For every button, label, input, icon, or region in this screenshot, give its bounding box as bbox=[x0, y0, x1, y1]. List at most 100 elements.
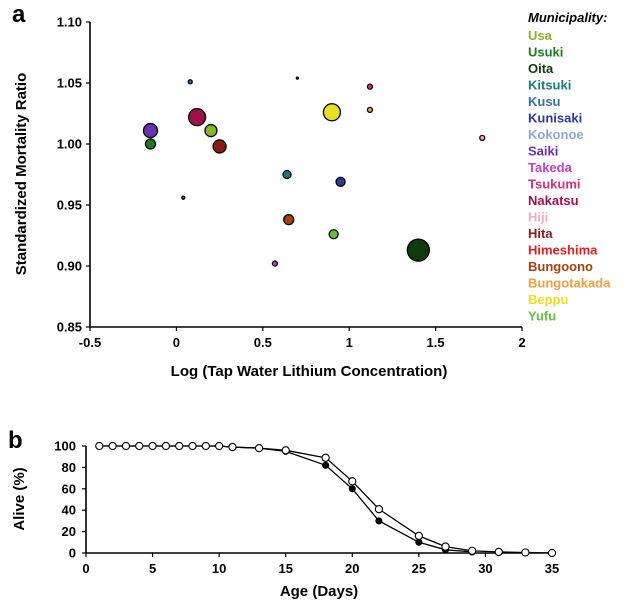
legend-entry: Kusu bbox=[528, 94, 561, 109]
y-tick-label: 0.90 bbox=[57, 259, 82, 274]
legend-entry: Himeshima bbox=[528, 243, 598, 258]
open-marker bbox=[414, 531, 424, 541]
scatter-point bbox=[204, 123, 218, 138]
panel-a-x-ticks: -0.5 0 0.5 1 1.5 2 bbox=[79, 327, 526, 350]
open-marker bbox=[201, 441, 210, 451]
open-marker bbox=[148, 441, 157, 451]
legend-entry: Beppu bbox=[528, 292, 569, 307]
legend-entry: Nakatsu bbox=[528, 193, 579, 208]
open-marker bbox=[121, 441, 131, 451]
scatter-point bbox=[212, 139, 227, 154]
open-marker bbox=[175, 441, 184, 451]
scatter-point bbox=[283, 213, 295, 226]
panel-b-x-axis-title: Age (Days) bbox=[280, 583, 358, 600]
legend-entry: Usuki bbox=[528, 45, 563, 60]
open-marker bbox=[547, 548, 557, 558]
open-marker bbox=[467, 546, 477, 556]
panel-b-y-ticks: 0 20 40 60 80 100 bbox=[54, 439, 86, 561]
x-tick-label: 1.5 bbox=[427, 335, 445, 350]
open-marker bbox=[254, 443, 264, 453]
open-marker bbox=[108, 441, 117, 451]
scatter-point bbox=[187, 79, 193, 85]
x-tick-label: 0.5 bbox=[254, 335, 272, 350]
filled-marker bbox=[348, 485, 356, 493]
legend-entry: Hiji bbox=[528, 210, 548, 225]
legend-entry: Oita bbox=[528, 61, 554, 76]
filled-marker bbox=[375, 517, 383, 525]
scatter-point bbox=[479, 134, 486, 142]
open-marker bbox=[135, 441, 144, 451]
x-tick-label: 30 bbox=[478, 561, 492, 576]
y-tick-label: 80 bbox=[62, 460, 76, 475]
open-marker bbox=[214, 441, 224, 451]
scatter-point bbox=[406, 238, 430, 262]
open-marker bbox=[161, 441, 171, 451]
scatter-point bbox=[366, 106, 374, 113]
open-marker bbox=[441, 542, 450, 551]
y-tick-label: 40 bbox=[62, 503, 76, 518]
scatter-point bbox=[295, 76, 300, 80]
scatter-point bbox=[271, 260, 279, 267]
legend-entry: Kunisaki bbox=[528, 111, 582, 126]
open-marker bbox=[494, 547, 503, 557]
panel-a-y-axis-title: Standardized Mortality Ratio bbox=[13, 73, 30, 276]
legend-entry: Bungoono bbox=[528, 259, 593, 274]
panel-a-scatter: a 0.85 0.90 0.95 1.00 1.05 1.10 -0.5 0 0.5 1 1.5 2… bbox=[12, 1, 611, 380]
x-tick-label: 1 bbox=[346, 335, 353, 350]
y-tick-label: 0 bbox=[69, 546, 76, 561]
open-marker bbox=[374, 504, 384, 514]
scatter-point bbox=[187, 108, 207, 127]
series-line bbox=[99, 445, 553, 554]
panel-b-survival: b 0 20 40 60 80 100 0 5 10 15 20 25 30 35 Age (Days)… bbox=[8, 427, 559, 600]
legend-title: Municipality: bbox=[528, 10, 607, 25]
x-tick-label: 20 bbox=[345, 561, 359, 576]
scatter-point bbox=[181, 195, 186, 200]
open-marker bbox=[321, 453, 330, 462]
legend-entry: Takeda bbox=[528, 160, 573, 175]
scatter-point bbox=[366, 83, 374, 90]
panel-b-series bbox=[95, 441, 557, 558]
scatter-point bbox=[142, 122, 159, 139]
x-tick-label: 25 bbox=[412, 561, 426, 576]
filled-marker bbox=[415, 538, 423, 546]
legend-entry: Yufu bbox=[528, 309, 556, 324]
filled-marker bbox=[322, 461, 330, 469]
open-marker bbox=[348, 477, 357, 486]
open-marker bbox=[281, 446, 290, 455]
scatter-point bbox=[322, 103, 342, 122]
panel-a-x-axis-title: Log (Tap Water Lithium Concentration) bbox=[171, 363, 448, 380]
y-tick-label: 60 bbox=[62, 481, 76, 496]
open-marker bbox=[188, 441, 197, 451]
legend-entry: Hita bbox=[528, 226, 553, 241]
open-marker bbox=[228, 442, 237, 452]
open-marker bbox=[95, 441, 104, 451]
y-tick-label: 1.10 bbox=[57, 15, 82, 30]
x-tick-label: 0 bbox=[82, 561, 89, 576]
legend-entry: Kokonoe bbox=[528, 127, 584, 142]
panel-a-y-ticks: 0.85 0.90 0.95 1.00 1.05 1.10 bbox=[57, 15, 90, 335]
x-tick-label: 15 bbox=[278, 561, 292, 576]
legend-entry: Bungotakada bbox=[528, 276, 611, 291]
y-tick-label: 0.95 bbox=[57, 198, 82, 213]
x-tick-label: -0.5 bbox=[79, 335, 101, 350]
panel-b-y-axis-title: Alive (%) bbox=[11, 467, 28, 530]
x-tick-label: 5 bbox=[149, 561, 156, 576]
legend-entry: Kitsuki bbox=[528, 78, 571, 93]
scatter-point bbox=[335, 176, 346, 187]
y-tick-label: 0.85 bbox=[57, 320, 82, 335]
legend-entry: Tsukumi bbox=[528, 177, 581, 192]
panel-b-x-ticks: 0 5 10 15 20 25 30 35 bbox=[82, 553, 559, 576]
y-tick-label: 100 bbox=[54, 439, 76, 454]
legend-entry: Usa bbox=[528, 28, 553, 43]
y-tick-label: 1.00 bbox=[57, 137, 82, 152]
scatter-point bbox=[282, 169, 292, 180]
scatter-point bbox=[328, 229, 339, 240]
y-tick-label: 20 bbox=[62, 524, 76, 539]
panel-a-points bbox=[142, 76, 486, 267]
panel-b-letter: b bbox=[8, 427, 23, 454]
x-tick-label: 35 bbox=[545, 561, 559, 576]
legend-entry: Saiki bbox=[528, 144, 558, 159]
scatter-point bbox=[144, 138, 157, 150]
